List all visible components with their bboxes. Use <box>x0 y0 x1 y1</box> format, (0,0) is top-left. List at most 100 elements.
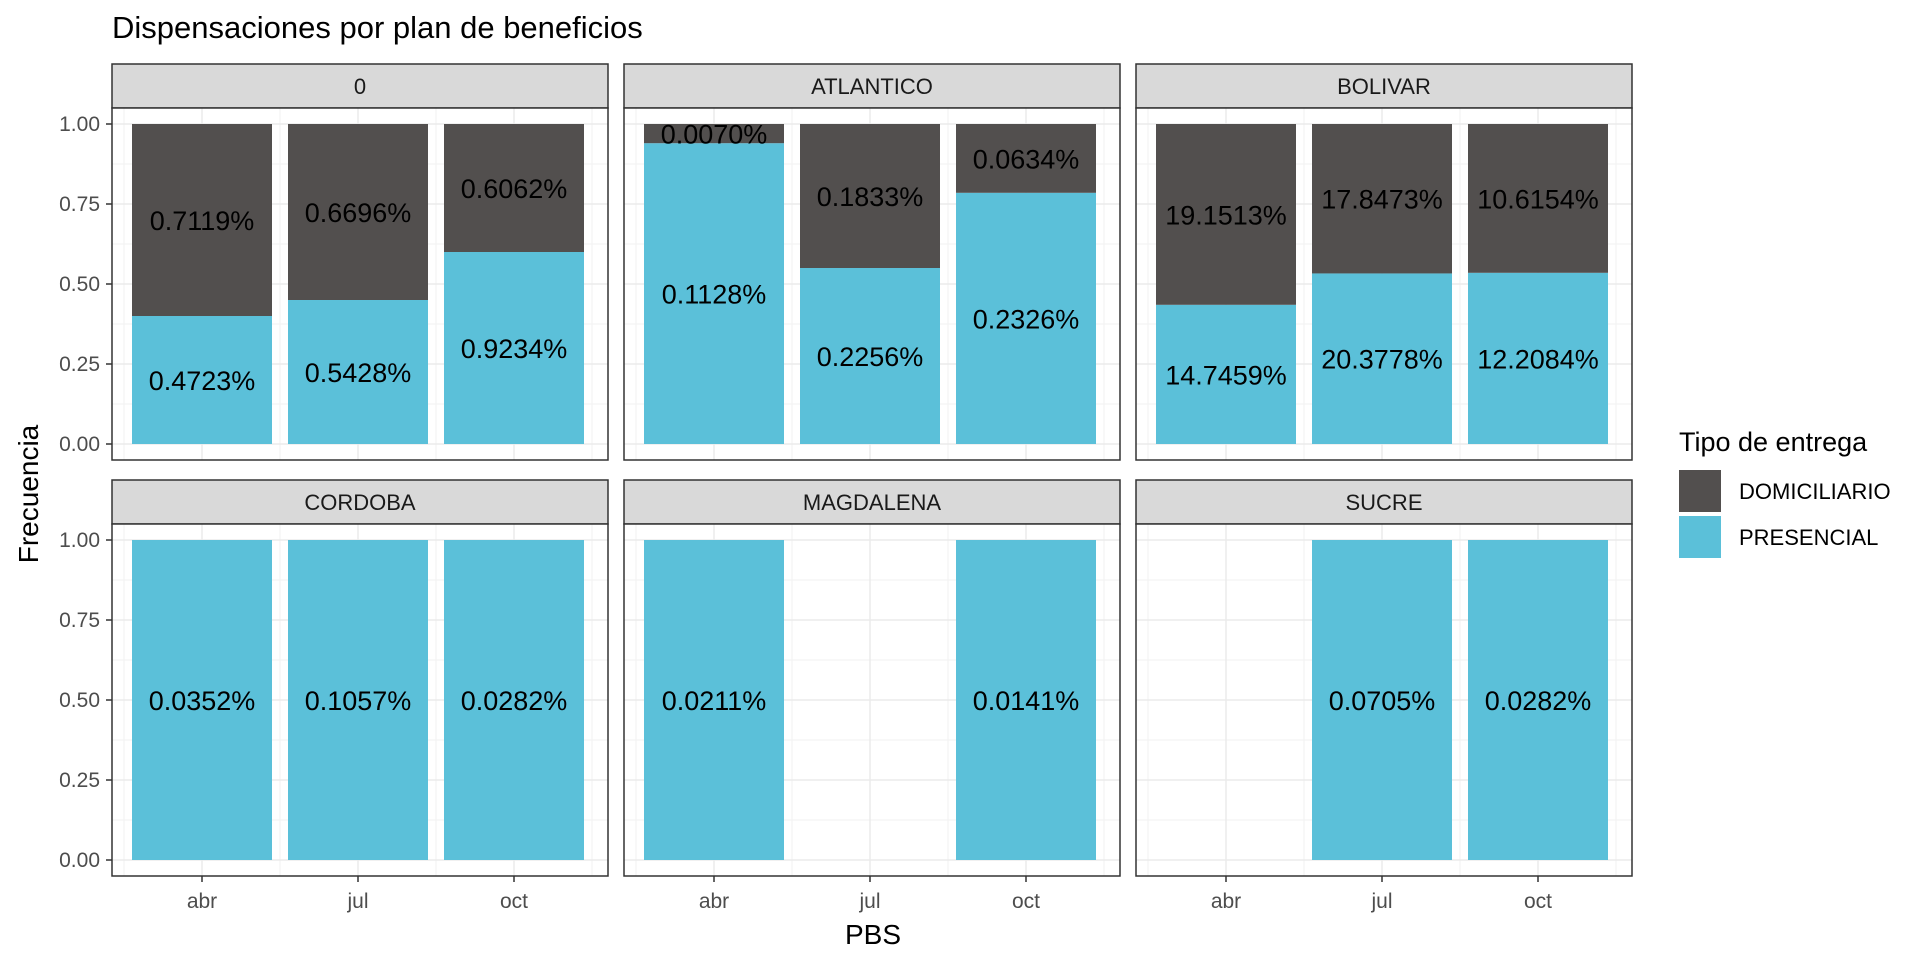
facet-strip-label: ATLANTICO <box>811 74 933 99</box>
panel-border <box>623 523 1121 877</box>
x-axis-tick-label: abr <box>1211 890 1241 913</box>
panel-border <box>1135 523 1633 877</box>
panel-border <box>623 107 1121 461</box>
y-axis-tick-label: 0.75 <box>59 193 100 216</box>
y-axis-tick-label: 0.50 <box>59 273 100 296</box>
bar-domiciliario <box>1468 124 1608 273</box>
facet-strip-label: BOLIVAR <box>1337 74 1431 99</box>
bar-presencial <box>1312 273 1452 444</box>
x-axis-tick-label: jul <box>1370 890 1392 913</box>
bar-label-presencial: 0.2256% <box>817 342 924 372</box>
bar-label-presencial: 0.9234% <box>461 334 568 364</box>
facet-strip <box>111 479 609 525</box>
y-axis-tick-label: 0.25 <box>59 353 100 376</box>
bar-label-presencial: 0.0282% <box>1485 686 1592 716</box>
bar-domiciliario <box>800 124 940 268</box>
panel-border <box>1135 107 1633 461</box>
facet-panel: CORDOBA 0.0352% 0.1057% 0.0282% 0.00 0.25 0.50… <box>59 479 609 913</box>
bar-domiciliario <box>1312 124 1452 274</box>
bar-label-presencial: 0.0705% <box>1329 686 1436 716</box>
bar-presencial <box>444 252 584 444</box>
y-axis-title: Frecuencia <box>13 424 44 563</box>
legend-title: Tipo de entrega <box>1679 427 1868 457</box>
panels-layer: 0 0.4723% 0.7119% 0.5428% 0.6696% 0.9234% 0.60… <box>59 63 1633 913</box>
bar-domiciliario <box>644 124 784 144</box>
facet-panel: SUCRE 0.0705% 0.0282% abr jul oct <box>1135 479 1633 913</box>
bar-presencial <box>644 540 784 860</box>
bar-label-presencial: 0.4723% <box>149 366 256 396</box>
bar-presencial <box>132 316 272 444</box>
facet-strip <box>1135 479 1633 525</box>
bar-label-presencial: 0.0211% <box>662 686 767 716</box>
bar-label-domiciliario: 0.0070% <box>661 120 768 150</box>
bar-label-presencial: 0.0352% <box>149 686 256 716</box>
facet-strip-label: 0 <box>354 74 366 99</box>
legend-key <box>1679 470 1721 512</box>
bar-label-presencial: 12.2084% <box>1477 344 1599 374</box>
bar-label-presencial: 14.7459% <box>1165 360 1287 390</box>
bar-domiciliario <box>288 124 428 300</box>
bar-presencial <box>288 540 428 860</box>
facet-panel: BOLIVAR 14.7459% 19.1513% 20.3778% 17.8473% 1… <box>1135 63 1633 461</box>
x-axis-tick-label: jul <box>858 890 880 913</box>
bar-label-presencial: 0.2326% <box>973 304 1080 334</box>
legend-label: DOMICILIARIO <box>1739 479 1891 504</box>
facet-panel: ATLANTICO 0.1128% 0.0070% 0.2256% 0.1833% 0.2… <box>623 63 1121 461</box>
facet-strip <box>623 63 1121 109</box>
facet-strip-label: SUCRE <box>1345 490 1422 515</box>
bar-label-domiciliario: 17.8473% <box>1321 185 1443 215</box>
bar-label-presencial: 0.5428% <box>305 358 412 388</box>
bar-label-domiciliario: 0.6696% <box>305 198 412 228</box>
bar-domiciliario <box>444 124 584 252</box>
bar-presencial <box>132 540 272 860</box>
legend: Tipo de entrega DOMICILIARIO PRESENCIAL <box>1679 427 1891 558</box>
y-axis-tick-label: 1.00 <box>59 113 100 136</box>
bar-label-domiciliario: 10.6154% <box>1477 184 1599 214</box>
legend-items: DOMICILIARIO PRESENCIAL <box>1679 470 1891 558</box>
bar-domiciliario <box>956 124 1096 193</box>
y-axis-tick-label: 0.00 <box>59 433 100 456</box>
bar-label-presencial: 20.3778% <box>1321 345 1443 375</box>
x-axis-tick-label: jul <box>346 890 368 913</box>
bar-presencial <box>1468 272 1608 444</box>
bar-label-presencial: 0.1128% <box>662 280 767 310</box>
x-axis-tick-label: oct <box>1012 890 1040 913</box>
bar-label-presencial: 0.0141% <box>973 686 1080 716</box>
facet-strip <box>1135 63 1633 109</box>
bar-presencial <box>1468 540 1608 860</box>
facet-strip-label: MAGDALENA <box>803 490 941 515</box>
bar-presencial <box>288 300 428 444</box>
bar-presencial <box>1312 540 1452 860</box>
bar-presencial <box>956 192 1096 444</box>
facet-strip-label: CORDOBA <box>304 490 416 515</box>
legend-label: PRESENCIAL <box>1739 525 1878 550</box>
y-axis-tick-label: 0.00 <box>59 849 100 872</box>
bar-label-presencial: 0.1057% <box>305 686 412 716</box>
y-axis-tick-label: 0.75 <box>59 609 100 632</box>
bar-label-domiciliario: 0.6062% <box>461 174 568 204</box>
bar-label-domiciliario: 0.1833% <box>817 182 924 212</box>
bar-domiciliario <box>1156 124 1296 305</box>
y-axis-tick-label: 0.25 <box>59 769 100 792</box>
bar-presencial <box>644 143 784 444</box>
bar-label-domiciliario: 0.0634% <box>973 144 1080 174</box>
x-axis-tick-label: oct <box>500 890 528 913</box>
bar-presencial <box>956 540 1096 860</box>
x-axis-tick-label: abr <box>699 890 729 913</box>
bar-domiciliario <box>132 124 272 316</box>
bar-presencial <box>444 540 584 860</box>
y-axis-tick-label: 1.00 <box>59 529 100 552</box>
bar-label-presencial: 0.0282% <box>461 686 568 716</box>
bar-label-domiciliario: 19.1513% <box>1165 200 1287 230</box>
facet-strip <box>111 63 609 109</box>
bar-label-domiciliario: 0.7119% <box>150 206 255 236</box>
x-axis-title: PBS <box>845 919 901 950</box>
bar-presencial <box>800 268 940 444</box>
facet-panel: MAGDALENA 0.0211% 0.0141% abr jul oct <box>623 479 1121 913</box>
y-axis-tick-label: 0.50 <box>59 689 100 712</box>
bar-presencial <box>1156 304 1296 444</box>
chart-title: Dispensaciones por plan de beneficios <box>112 10 643 45</box>
x-axis-tick-label: oct <box>1524 890 1552 913</box>
legend-key <box>1679 516 1721 558</box>
